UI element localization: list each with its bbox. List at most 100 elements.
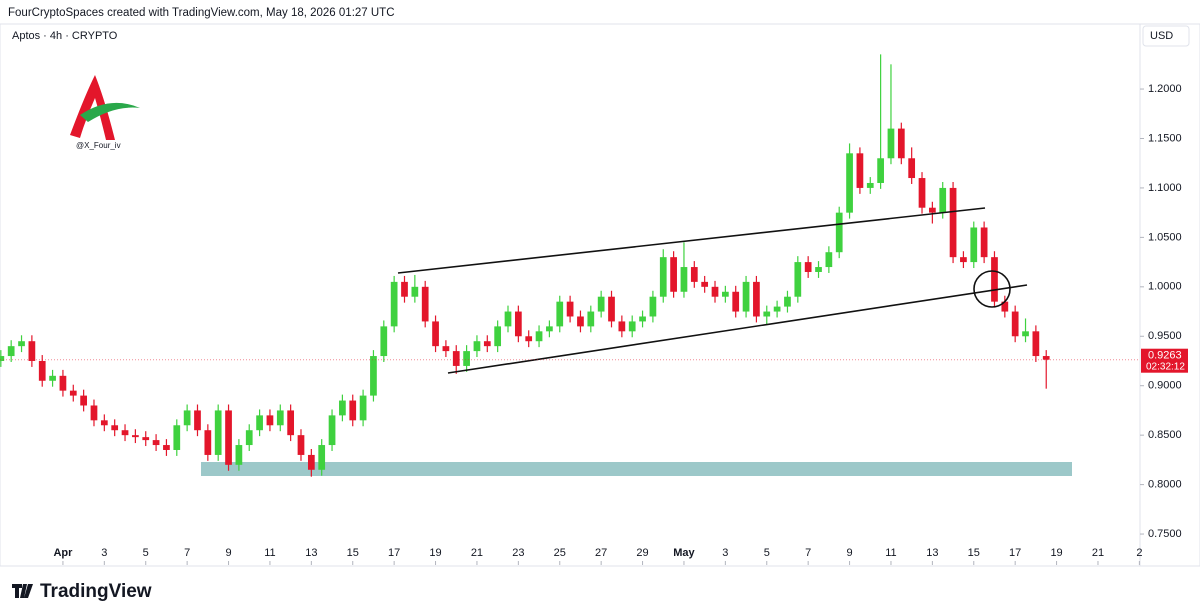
candle-body bbox=[618, 321, 626, 332]
last-price: 0.9263 bbox=[1148, 350, 1182, 362]
x-tick-label: 5 bbox=[764, 547, 770, 559]
candle-body bbox=[587, 311, 595, 327]
y-tick-label: 1.1500 bbox=[1148, 132, 1182, 144]
candle-body bbox=[525, 336, 533, 342]
x-tick-label: 9 bbox=[225, 547, 231, 559]
y-tick-label: 1.0500 bbox=[1148, 231, 1182, 243]
y-tick-label: 1.1000 bbox=[1148, 182, 1182, 194]
candle-body bbox=[452, 351, 460, 366]
candle-body bbox=[897, 128, 905, 159]
candle-body bbox=[28, 341, 36, 361]
candle-body bbox=[1042, 356, 1050, 360]
candle-body bbox=[960, 257, 967, 263]
x-tick-label: 11 bbox=[264, 547, 275, 559]
candle-body bbox=[142, 437, 150, 441]
channel-lower bbox=[447, 284, 1028, 374]
candle-body bbox=[276, 410, 284, 426]
candle-body bbox=[432, 321, 439, 347]
header: FourCryptoSpaces created with TradingVie… bbox=[8, 7, 395, 19]
candle-body bbox=[815, 267, 822, 272]
candle-body bbox=[256, 415, 263, 431]
candle-body bbox=[0, 356, 5, 361]
candle-body bbox=[152, 440, 160, 446]
candle-body bbox=[1022, 331, 1029, 337]
candle-body bbox=[597, 296, 605, 312]
candle-body bbox=[980, 227, 988, 258]
candle-body bbox=[307, 454, 315, 470]
candle-body bbox=[877, 158, 884, 183]
candle-body bbox=[225, 410, 232, 465]
candle-body bbox=[949, 187, 957, 258]
candle-body bbox=[442, 346, 450, 352]
candle-body bbox=[566, 301, 574, 317]
x-tick-label: 7 bbox=[805, 547, 811, 559]
candle-body bbox=[1011, 311, 1019, 337]
candle-body bbox=[121, 430, 129, 436]
channel-upper bbox=[397, 207, 986, 274]
candle-body bbox=[38, 360, 46, 381]
candle-body bbox=[753, 281, 760, 317]
brand-logo bbox=[12, 584, 33, 598]
candle-body bbox=[390, 281, 398, 327]
candle-body bbox=[266, 415, 274, 426]
candle-body bbox=[370, 356, 377, 396]
candle-body bbox=[173, 425, 181, 450]
candle-body bbox=[680, 267, 688, 292]
y-tick-label: 0.7500 bbox=[1148, 528, 1182, 540]
x-tick-label: 2 bbox=[1136, 547, 1142, 559]
candle-body bbox=[856, 153, 864, 188]
x-tick-label: 13 bbox=[305, 547, 317, 559]
candle-body bbox=[628, 321, 636, 332]
candle-body bbox=[711, 286, 719, 297]
candle-body bbox=[59, 375, 67, 391]
candle-body bbox=[504, 311, 512, 327]
y-tick-label: 0.9500 bbox=[1148, 330, 1182, 342]
x-tick-label: 25 bbox=[554, 547, 566, 559]
candle-body bbox=[111, 425, 119, 431]
x-tick-label: 9 bbox=[847, 547, 853, 559]
candle-body bbox=[463, 351, 470, 366]
footer: TradingView bbox=[40, 581, 152, 602]
last-price-box bbox=[1141, 348, 1188, 373]
candle-body bbox=[887, 128, 895, 159]
candle-body bbox=[328, 415, 336, 446]
candle-body bbox=[846, 153, 853, 213]
watermark: @X_Four_iv bbox=[76, 141, 121, 150]
candle-body bbox=[690, 267, 698, 282]
currency-box bbox=[1142, 25, 1190, 47]
candle-body bbox=[359, 395, 367, 421]
candle-body bbox=[483, 341, 491, 347]
x-tick-label: 19 bbox=[429, 547, 441, 559]
candle-body bbox=[825, 252, 833, 268]
x-tick-label: 5 bbox=[143, 547, 149, 559]
candle-body bbox=[773, 306, 781, 312]
x-tick-label: 17 bbox=[1009, 547, 1021, 559]
candle-body bbox=[670, 257, 677, 292]
logo-swoosh bbox=[80, 102, 140, 122]
candle-body bbox=[100, 420, 108, 426]
candle-body bbox=[732, 291, 740, 312]
x-tick-label: 19 bbox=[1050, 547, 1062, 559]
logo: @X_Four_iv bbox=[70, 75, 140, 150]
x-tick-label: 7 bbox=[184, 547, 190, 559]
candle-body bbox=[991, 257, 998, 302]
x-tick-label: 23 bbox=[512, 547, 524, 559]
candle-body bbox=[514, 311, 522, 337]
x-tick-label: 3 bbox=[101, 547, 107, 559]
candle-body bbox=[794, 262, 802, 297]
candle-body bbox=[866, 182, 874, 188]
candle-body bbox=[784, 296, 791, 307]
x-tick-label: May bbox=[673, 547, 695, 559]
candle-body bbox=[701, 281, 709, 287]
candle-body bbox=[163, 445, 170, 450]
x-tick-label: 11 bbox=[885, 547, 896, 559]
candle-body bbox=[742, 281, 750, 312]
candle-body bbox=[132, 435, 139, 438]
candle-body bbox=[80, 395, 87, 406]
x-tick-label: 15 bbox=[968, 547, 980, 559]
y-tick-label: 0.8000 bbox=[1148, 479, 1182, 491]
candle-body bbox=[970, 227, 978, 263]
candle-body bbox=[577, 316, 584, 327]
candle-body bbox=[7, 346, 15, 357]
